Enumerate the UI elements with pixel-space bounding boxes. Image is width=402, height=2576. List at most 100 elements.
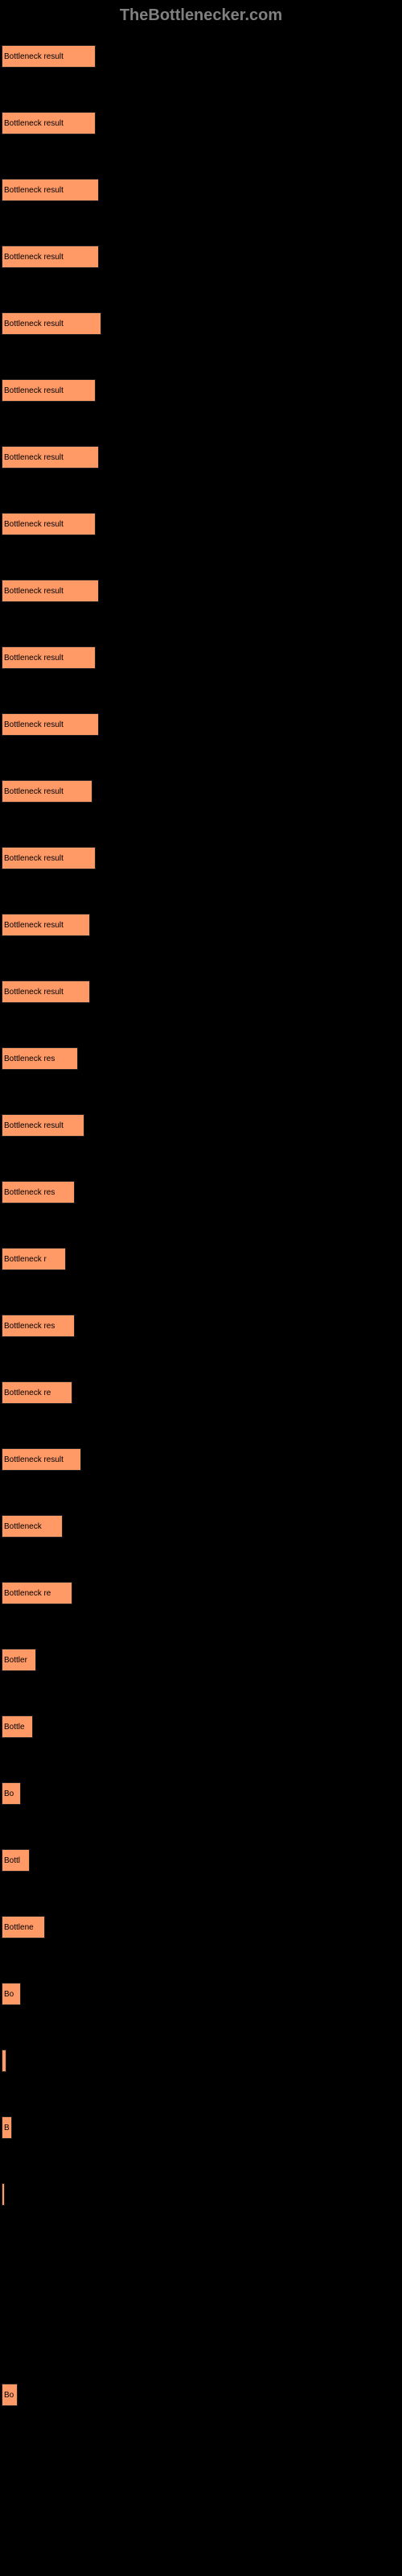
bar-label: Bottleneck result [4, 320, 64, 328]
bar: Bottleneck result [2, 1448, 81, 1471]
chart-row: Bottleneck result [2, 980, 402, 1003]
bar-label: Bottleneck result [4, 453, 64, 462]
bar-label: Bottleneck result [4, 587, 64, 596]
chart-row [2, 2183, 402, 2206]
bar-label: Bottleneck [4, 1522, 42, 1531]
bar-label: Bottl [4, 1856, 20, 1865]
bar: Bottleneck res [2, 1315, 75, 1337]
bar: Bottleneck result [2, 780, 92, 803]
bar: Bottleneck result [2, 1114, 84, 1137]
bar [2, 2050, 6, 2072]
bar-label: Bottleneck result [4, 1121, 64, 1130]
chart-row: Bo [2, 1983, 402, 2005]
bar: Bottleneck result [2, 646, 96, 669]
bar: Bottleneck result [2, 914, 90, 936]
chart-row: Bo [2, 2384, 402, 2406]
chart-row: Bottleneck re [2, 1582, 402, 1604]
chart-row [2, 2317, 402, 2339]
chart-row: Bottleneck result [2, 646, 402, 669]
bar-label: Bottleneck result [4, 787, 64, 796]
bar-label: Bottleneck res [4, 1322, 55, 1331]
chart-row: Bottleneck result [2, 179, 402, 201]
bar-label: Bottleneck result [4, 119, 64, 128]
chart-row: B [2, 2116, 402, 2139]
bar: Bottler [2, 1649, 36, 1671]
chart-row: Bottleneck result [2, 1114, 402, 1137]
bar: Bottleneck re [2, 1381, 72, 1404]
bar: Bottleneck result [2, 513, 96, 535]
bar-label: Bottleneck res [4, 1055, 55, 1063]
chart-row: Bottleneck result [2, 246, 402, 268]
bar: Bottlene [2, 1916, 45, 1938]
chart-row: Bottleneck result [2, 513, 402, 535]
bar: Bottleneck result [2, 112, 96, 134]
chart-row: Bottleneck result [2, 312, 402, 335]
chart-row: Bottleneck result [2, 112, 402, 134]
chart-row: Bottleneck result [2, 45, 402, 68]
chart-row: Bottle [2, 1715, 402, 1738]
bar-label: Bo [4, 1790, 14, 1798]
bar: Bottl [2, 1849, 30, 1872]
site-header: TheBottlenecker.com [0, 6, 402, 25]
bar: Bottleneck result [2, 980, 90, 1003]
chart-row: Bottleneck result [2, 847, 402, 869]
bar-chart: Bottleneck result Bottleneck result Bottle… [0, 45, 402, 2406]
bar: Bottleneck res [2, 1181, 75, 1203]
bar: Bottleneck result [2, 580, 99, 602]
bar-label: B [4, 2124, 10, 2132]
bar [2, 2183, 5, 2206]
bar-label: Bottleneck result [4, 1455, 64, 1464]
bar: Bottleneck result [2, 179, 99, 201]
bar-label: Bottleneck r [4, 1255, 47, 1264]
bar-label: Bottleneck res [4, 1188, 55, 1197]
chart-row: Bottleneck r [2, 1248, 402, 1270]
bar: Bo [2, 2384, 18, 2406]
bar: Bottleneck result [2, 45, 96, 68]
bar: Bottleneck [2, 1515, 63, 1538]
bar-label: Bottleneck result [4, 654, 64, 663]
chart-row: Bottleneck result [2, 1448, 402, 1471]
chart-row: Bottleneck result [2, 580, 402, 602]
chart-row: Bottleneck res [2, 1047, 402, 1070]
chart-row: Bottleneck result [2, 780, 402, 803]
bar-label: Bottler [4, 1656, 27, 1665]
bar: Bottleneck result [2, 446, 99, 469]
bar: Bo [2, 1983, 21, 2005]
chart-row: Bottleneck result [2, 713, 402, 736]
chart-row: Bottleneck result [2, 914, 402, 936]
chart-row: Bottl [2, 1849, 402, 1872]
bar: Bottleneck result [2, 379, 96, 402]
bar-label: Bottleneck result [4, 253, 64, 262]
chart-row: Bottleneck res [2, 1315, 402, 1337]
bar-label: Bottleneck result [4, 186, 64, 195]
bar: Bottleneck result [2, 246, 99, 268]
bar-label: Bottleneck result [4, 720, 64, 729]
chart-row [2, 2050, 402, 2072]
chart-row: Bottleneck re [2, 1381, 402, 1404]
chart-row: Bottler [2, 1649, 402, 1671]
chart-row: Bottlene [2, 1916, 402, 1938]
chart-row: Bottleneck [2, 1515, 402, 1538]
bar: Bottle [2, 1715, 33, 1738]
bar: Bottleneck re [2, 1582, 72, 1604]
bar: Bottleneck result [2, 312, 101, 335]
bar: Bo [2, 1782, 21, 1805]
bar-label: Bottleneck result [4, 52, 64, 61]
bar: Bottleneck result [2, 713, 99, 736]
bar-label: Bo [4, 1990, 14, 1999]
chart-row [2, 2250, 402, 2273]
chart-row: Bottleneck result [2, 379, 402, 402]
bar: Bottleneck result [2, 847, 96, 869]
bar: Bottleneck res [2, 1047, 78, 1070]
empty-bar [2, 2317, 402, 2339]
bar-label: Bottleneck result [4, 520, 64, 529]
bar-label: Bottleneck result [4, 988, 64, 997]
chart-row: Bottleneck result [2, 446, 402, 469]
bar-label: Bottle [4, 1723, 25, 1732]
empty-bar [2, 2250, 402, 2273]
bar: Bottleneck r [2, 1248, 66, 1270]
bar-label: Bottleneck re [4, 1389, 51, 1397]
bar-label: Bottleneck re [4, 1589, 51, 1598]
bar-label: Bottlene [4, 1923, 34, 1932]
bar-label: Bottleneck result [4, 854, 64, 863]
